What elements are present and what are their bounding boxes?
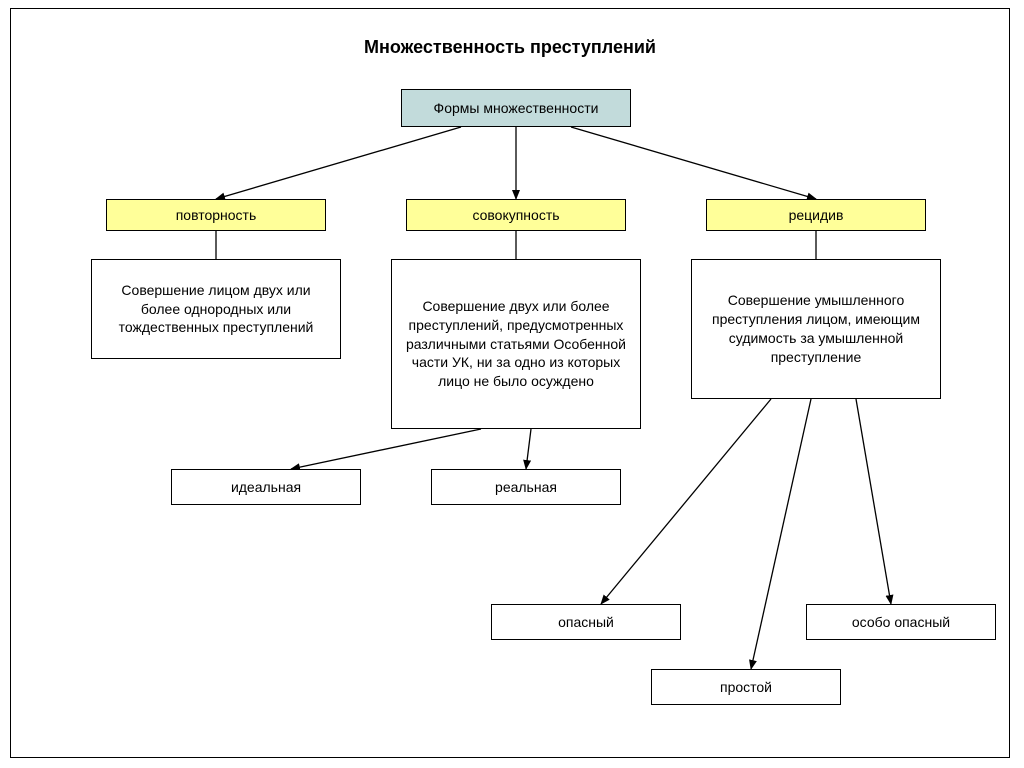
node-desc3: Совершение умышленного преступления лицо… bbox=[691, 259, 941, 399]
edge-root-cat3 bbox=[571, 127, 816, 199]
edge-root-cat1 bbox=[216, 127, 461, 199]
node-real: реальная bbox=[431, 469, 621, 505]
node-ideal: идеальная bbox=[171, 469, 361, 505]
node-cat1: повторность bbox=[106, 199, 326, 231]
node-danger: опасный bbox=[491, 604, 681, 640]
edge-desc3-danger bbox=[601, 399, 771, 604]
node-desc1: Совершение лицом двух или более однородн… bbox=[91, 259, 341, 359]
node-cat3: рецидив bbox=[706, 199, 926, 231]
edge-desc3-simple bbox=[751, 399, 811, 669]
diagram-title: Множественность преступлений bbox=[11, 37, 1009, 58]
node-vdanger: особо опасный bbox=[806, 604, 996, 640]
node-desc2: Совершение двух или более преступлений, … bbox=[391, 259, 641, 429]
node-cat2: совокупность bbox=[406, 199, 626, 231]
edge-desc2-ideal bbox=[291, 429, 481, 469]
edge-desc2-real bbox=[526, 429, 531, 469]
edge-desc3-vdanger bbox=[856, 399, 891, 604]
diagram-frame: Множественность преступлений Формы множе… bbox=[10, 8, 1010, 758]
node-root: Формы множественности bbox=[401, 89, 631, 127]
node-simple: простой bbox=[651, 669, 841, 705]
